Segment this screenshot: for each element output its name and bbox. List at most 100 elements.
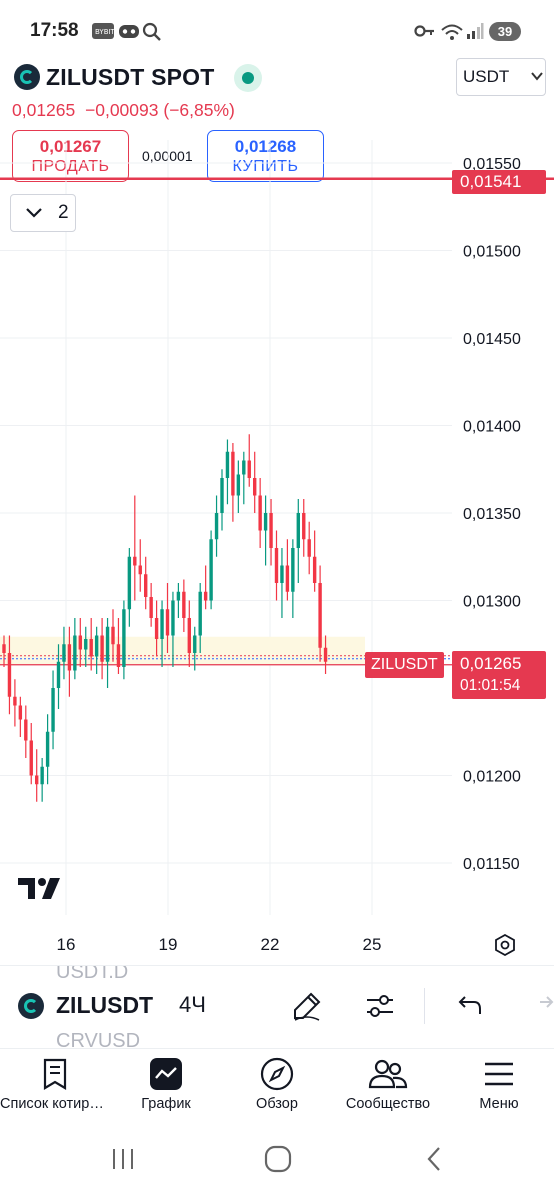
price-change: −0,00093 (−6,85%) <box>85 100 235 120</box>
recent-apps-button[interactable] <box>110 1145 136 1180</box>
nav-label: График <box>141 1096 191 1112</box>
buy-button[interactable]: 0,01268 КУПИТЬ <box>207 130 324 182</box>
current-price-value: 0,01265 <box>460 654 522 673</box>
current-price-label: 0,01265 01:01:54 <box>452 651 546 699</box>
candle-body <box>144 574 148 597</box>
nav-label: Список котировок <box>0 1096 110 1112</box>
alert-price-label[interactable]: 0,01541 <box>452 170 546 194</box>
redo-icon[interactable] <box>528 990 554 1022</box>
back-button[interactable] <box>424 1145 444 1180</box>
y-tick-label: 0,01400 <box>463 419 521 436</box>
nav-overview[interactable]: Обзор <box>222 1052 332 1112</box>
candle-body <box>280 565 284 583</box>
price-chart[interactable]: 0,01550 0,01500 0,01450 0,01400 0,01350 0,013… <box>0 140 554 965</box>
candle-body <box>171 600 175 636</box>
candle-body <box>2 644 6 653</box>
indicators-sliders-icon[interactable] <box>364 990 396 1022</box>
home-button[interactable] <box>264 1145 292 1180</box>
tradingview-logo[interactable] <box>18 875 68 908</box>
chart-toolbar: USDT.D CRVUSD <box>0 965 554 1049</box>
candle-body <box>187 618 191 653</box>
y-tick-label: 0,01550 <box>463 156 521 173</box>
buy-price: 0,01268 <box>234 137 297 156</box>
compass-icon <box>222 1052 332 1096</box>
candle-body <box>56 661 61 688</box>
nav-label: Меню <box>479 1096 519 1112</box>
nav-menu[interactable]: Меню <box>444 1052 554 1112</box>
indicators-collapse-button[interactable]: 2 <box>10 194 76 232</box>
candle-body <box>122 609 126 667</box>
bybit-notification-icon: BYBIT <box>92 22 116 44</box>
x-tick-label: 19 <box>159 935 178 954</box>
chart-settings-icon[interactable] <box>494 933 515 957</box>
currency-select[interactable]: USDT <box>456 58 546 96</box>
candle-body <box>154 618 159 639</box>
price-band <box>0 636 365 665</box>
candle-body <box>133 556 137 566</box>
candle-body <box>176 591 181 601</box>
ghost-symbol-below: CRVUSD <box>56 1030 141 1049</box>
candle-body <box>263 513 268 531</box>
candle-body <box>94 635 99 657</box>
candle-body <box>269 513 273 548</box>
candle-body <box>73 635 77 671</box>
y-tick-label: 0,01150 <box>463 856 520 873</box>
chevron-down-icon <box>23 201 45 228</box>
x-tick-label: 16 <box>57 935 76 954</box>
candle-body <box>24 719 28 741</box>
nav-label: Сообщество <box>345 1096 431 1112</box>
symbol-logo <box>18 993 44 1019</box>
chart-icon <box>111 1052 221 1096</box>
candle-body <box>318 583 322 648</box>
nav-label: Обзор <box>256 1096 298 1112</box>
undo-icon[interactable] <box>452 990 484 1022</box>
candle-body <box>7 653 12 697</box>
candle-body <box>89 639 93 657</box>
candle-body <box>225 451 230 478</box>
key-icon <box>414 22 436 44</box>
drawing-pen-icon[interactable] <box>291 990 323 1022</box>
candle-body <box>67 644 72 671</box>
candle-body <box>258 495 262 531</box>
symbol-title[interactable]: ZILUSDT SPOT <box>46 64 215 90</box>
toolbar-symbol-button[interactable]: ZILUSDT <box>56 992 154 1018</box>
indicators-count: 2 <box>58 202 69 223</box>
candle-body <box>78 635 82 650</box>
watchlist-icon <box>0 1052 110 1096</box>
candle-body <box>127 556 132 610</box>
candle-body <box>45 731 50 767</box>
status-time: 17:58 <box>30 20 79 41</box>
sell-button[interactable]: 0,01267 ПРОДАТЬ <box>12 130 129 182</box>
candle-body <box>35 775 39 785</box>
candle-body <box>182 591 186 618</box>
nav-chart[interactable]: График <box>111 1052 221 1112</box>
price-summary: 0,01265 −0,00093 (−6,85%) <box>12 100 235 121</box>
candle-body <box>165 609 170 636</box>
candle-body <box>100 635 104 662</box>
ghost-symbol-above: USDT.D <box>56 965 129 983</box>
x-tick-label: 25 <box>363 935 382 954</box>
market-open-indicator[interactable] <box>234 64 262 92</box>
candle-body <box>138 565 142 575</box>
buy-label: КУПИТЬ <box>232 158 299 175</box>
toolbar-divider <box>424 988 425 1024</box>
candle-body <box>62 644 66 662</box>
candle-body <box>323 647 328 662</box>
candle-body <box>203 591 208 601</box>
current-symbol-label: ZILUSDT <box>365 652 444 678</box>
community-icon <box>333 1052 443 1096</box>
candle-body <box>40 766 44 785</box>
nav-watchlist[interactable]: Список котировок <box>0 1052 110 1112</box>
candle-body <box>220 478 224 513</box>
candle-body <box>214 513 219 540</box>
spread-value: 0,00001 <box>142 148 193 164</box>
nav-community[interactable]: Сообщество <box>333 1052 443 1112</box>
candle-body <box>253 478 257 496</box>
candle-body <box>18 705 23 720</box>
zilliqa-logo <box>14 64 40 90</box>
candle-body <box>198 591 202 636</box>
candle-body <box>236 474 241 496</box>
candle-body <box>247 460 251 478</box>
interval-button[interactable]: 4Ч <box>179 992 206 1017</box>
battery-indicator: 39 <box>489 22 521 41</box>
